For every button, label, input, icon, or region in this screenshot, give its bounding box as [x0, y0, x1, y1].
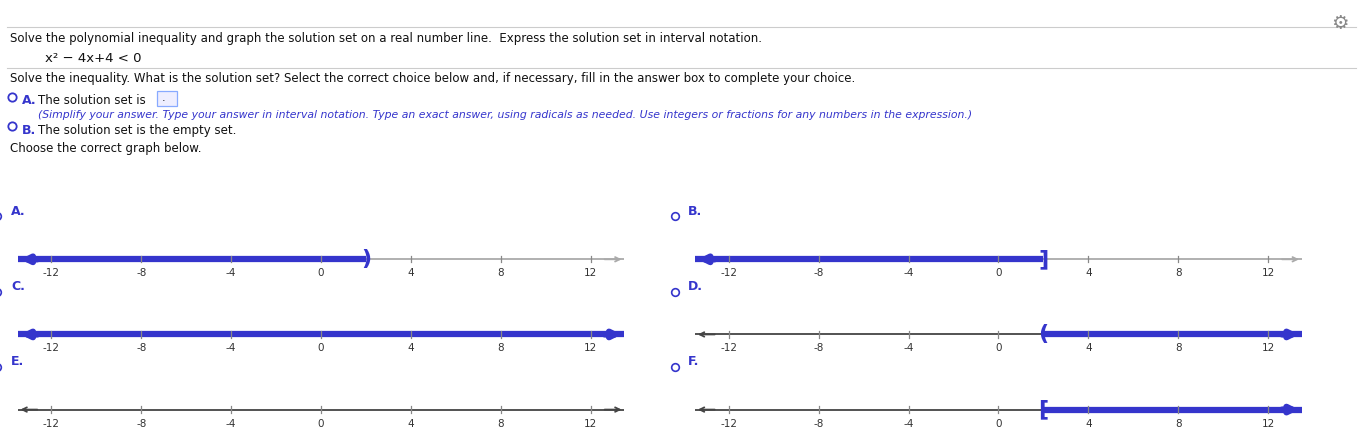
Text: Choose the correct graph below.: Choose the correct graph below. [10, 142, 202, 155]
Text: 8: 8 [497, 343, 504, 354]
Text: -8: -8 [136, 268, 146, 278]
Text: 12: 12 [583, 419, 597, 429]
Text: x² − 4x+4 < 0: x² − 4x+4 < 0 [45, 52, 142, 65]
Text: 0: 0 [995, 268, 1002, 278]
Text: -12: -12 [720, 343, 737, 354]
Text: (: ( [1039, 324, 1048, 344]
Text: A.: A. [11, 205, 26, 218]
Text: 4: 4 [1085, 419, 1092, 429]
Text: -4: -4 [904, 268, 913, 278]
Text: 0: 0 [318, 343, 324, 354]
Text: -8: -8 [136, 343, 146, 354]
Text: 4: 4 [408, 268, 414, 278]
Text: -4: -4 [226, 268, 236, 278]
Text: 8: 8 [1175, 343, 1182, 354]
Text: The solution set is the empty set.: The solution set is the empty set. [38, 124, 236, 137]
Text: (Simplify your answer. Type your answer in interval notation. Type an exact answ: (Simplify your answer. Type your answer … [38, 110, 972, 120]
Text: -4: -4 [226, 343, 236, 354]
Text: E.: E. [11, 355, 25, 369]
Text: -12: -12 [42, 268, 60, 278]
Text: B.: B. [22, 124, 37, 137]
Text: 8: 8 [497, 268, 504, 278]
Text: -8: -8 [814, 419, 823, 429]
Text: 4: 4 [408, 419, 414, 429]
Text: -4: -4 [226, 419, 236, 429]
Text: 0: 0 [995, 419, 1002, 429]
Text: 12: 12 [583, 268, 597, 278]
Text: -12: -12 [42, 343, 60, 354]
Text: Solve the inequality. What is the solution set? Select the correct choice below : Solve the inequality. What is the soluti… [10, 72, 855, 85]
Text: ): ) [361, 249, 371, 269]
Text: -12: -12 [720, 419, 737, 429]
Text: D.: D. [688, 280, 703, 293]
Text: -8: -8 [136, 419, 146, 429]
Text: 0: 0 [318, 268, 324, 278]
Text: 12: 12 [1261, 343, 1274, 354]
Text: -8: -8 [814, 268, 823, 278]
Text: 12: 12 [1261, 419, 1274, 429]
Text: 12: 12 [583, 343, 597, 354]
Text: 8: 8 [1175, 419, 1182, 429]
Text: -8: -8 [814, 343, 823, 354]
Text: 4: 4 [408, 343, 414, 354]
Text: The solution set is: The solution set is [38, 94, 146, 107]
Text: A.: A. [22, 94, 37, 107]
Text: -4: -4 [904, 419, 913, 429]
Text: F.: F. [688, 355, 699, 369]
Text: .: . [162, 93, 166, 103]
Text: 0: 0 [318, 419, 324, 429]
Text: ⚙: ⚙ [1332, 14, 1349, 33]
Text: 12: 12 [1261, 268, 1274, 278]
Text: 4: 4 [1085, 268, 1092, 278]
Text: 4: 4 [1085, 343, 1092, 354]
FancyBboxPatch shape [157, 91, 177, 106]
Text: [: [ [1039, 400, 1048, 419]
Text: -4: -4 [904, 343, 913, 354]
Text: ]: ] [1039, 249, 1048, 269]
Text: 8: 8 [1175, 268, 1182, 278]
Text: 0: 0 [995, 343, 1002, 354]
Text: B.: B. [688, 205, 702, 218]
Text: C.: C. [11, 280, 25, 293]
Text: -12: -12 [720, 268, 737, 278]
Text: Solve the polynomial inequality and graph the solution set on a real number line: Solve the polynomial inequality and grap… [10, 32, 762, 45]
Text: -12: -12 [42, 419, 60, 429]
Text: 8: 8 [497, 419, 504, 429]
